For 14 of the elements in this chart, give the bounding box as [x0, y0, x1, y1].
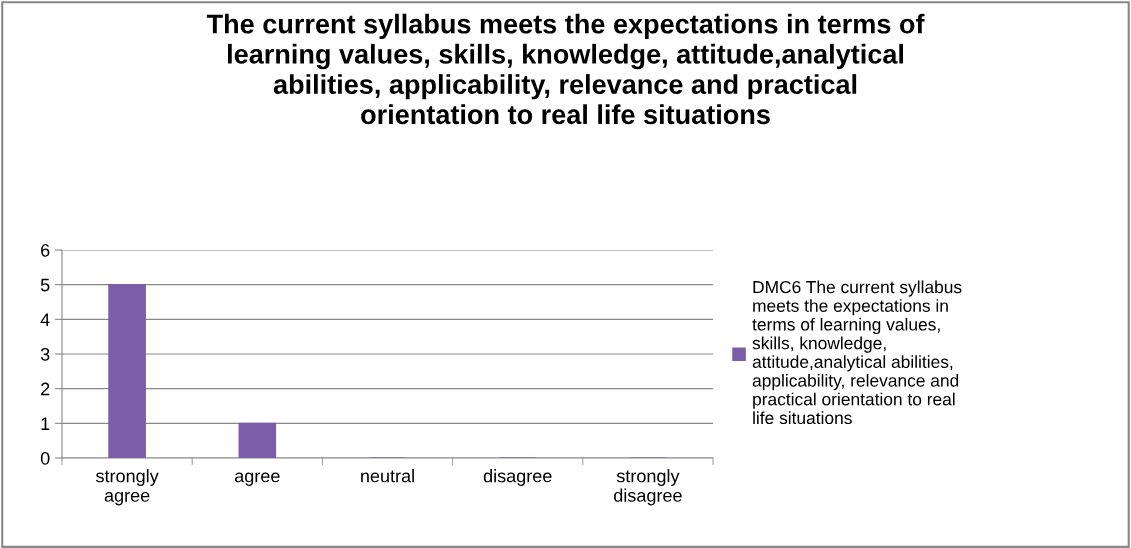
y-tick-label: 0 — [40, 451, 50, 465]
chart-title: The current syllabus meets the expectations in terms of learning values, skills, knowledge, attitude,analytical abilities, applicability, relevance and practical orientation to real life situations — [206, 13, 925, 125]
y-tick-label: 2 — [41, 382, 50, 396]
y-tick-label: 4 — [40, 313, 50, 326]
x-tick-label: agree — [234, 472, 280, 486]
x-tick-label: strongly disagree — [614, 469, 682, 506]
y-tick-label: 1 — [41, 417, 50, 430]
x-tick-label: neutral — [361, 469, 414, 483]
y-tick-label: 3 — [40, 347, 50, 361]
legend-label: DMC6 The current syllabus meets the expectations in terms of learning values, skills, knowledge, attitude,analytical abilities, applicability, relevance and practical orientation to real life situations — [752, 280, 962, 425]
x-tick-label: disagree — [483, 469, 552, 486]
y-tick-label: 6 — [41, 243, 50, 257]
x-tick-label: strongly agree — [95, 469, 159, 506]
y-tick-label: 5 — [40, 278, 50, 292]
